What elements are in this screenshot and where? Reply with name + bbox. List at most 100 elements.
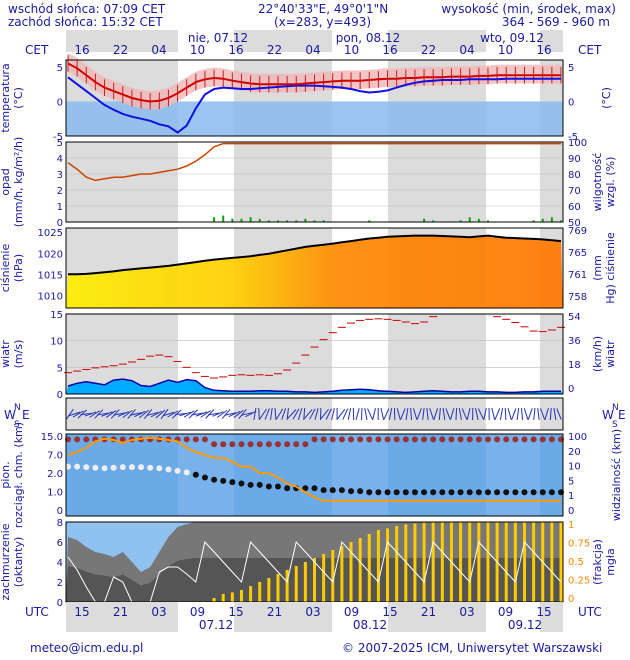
wind-arrow-100 [477, 408, 484, 420]
wind-arrow-38 [221, 409, 231, 419]
wind-arrow-7 [94, 409, 104, 419]
cloud-top-dot-21 [256, 441, 263, 448]
wind-kmh-y2tick-3: 0 [568, 384, 574, 395]
fog-bar-46 [486, 522, 490, 602]
utc-tick-7: 09 [344, 605, 359, 619]
precip-bar-27 [313, 220, 316, 222]
visibility-ylabel: widzialność (km) [610, 429, 623, 521]
wind-arrow-108 [511, 408, 517, 420]
bottom-date-0: 07.12 [199, 618, 233, 632]
fog-bar-22 [267, 578, 271, 602]
utc-tick-12: 15 [536, 605, 551, 619]
utc-tick-8: 15 [382, 605, 397, 619]
temp-y2tick-0: 5 [568, 63, 574, 74]
visibility-y2tick-2: 10 [568, 462, 581, 473]
cloud-base-dot-22 [265, 483, 272, 490]
wind-arrow-46 [258, 407, 260, 421]
precip-ylabel-line2: (mm/h, kg/m²/h) [12, 137, 25, 228]
wind-dir-w-left: W [4, 408, 16, 422]
cloud-base-dot-44 [466, 489, 473, 496]
cloud-base-dot-38 [411, 489, 418, 496]
wind-arrow-77 [383, 408, 390, 420]
temp-y2tick-1: 0 [568, 97, 574, 108]
top-axis-night-3 [540, 30, 563, 52]
cet-tick-7: 10 [344, 43, 359, 57]
cloud-base-dot-18 [229, 479, 236, 486]
cloud-top-dot-18 [229, 441, 236, 448]
precip-panel-frame [65, 141, 564, 223]
cloud-base-dot-7 [128, 464, 135, 471]
wind-arrow-17 [134, 410, 146, 418]
cloud-top-dot-45 [475, 436, 482, 443]
fog-bar-48 [504, 522, 508, 602]
wind-arrow-80 [396, 408, 401, 420]
wind-arrow-78 [388, 408, 393, 420]
clouds-ytick-4: 0 [57, 598, 63, 609]
cloud-top-dot-43 [457, 436, 464, 443]
cet-tick-8: 16 [382, 43, 397, 57]
temp-y2tick-2: -5 [568, 132, 578, 143]
wind-arrow-35 [207, 412, 220, 416]
cloud-top-dot-33 [366, 436, 373, 443]
visibility-y2tick-1: 20 [568, 447, 581, 458]
wind-arrow-97 [466, 408, 471, 420]
visibility-line [67, 436, 561, 502]
fog-bar-44 [468, 522, 472, 602]
cloud-base-dot-20 [247, 481, 254, 488]
cloudbase-ylabel-line1: pion. [0, 461, 12, 488]
cloud-top-dot-34 [375, 436, 382, 443]
contact-email-link[interactable]: meteo@icm.edu.pl [30, 641, 144, 655]
wind-arrow-54 [287, 409, 297, 419]
cloud-base-dot-42 [448, 489, 455, 496]
utc-tick-5: 21 [267, 605, 282, 619]
wind-arrow-50 [274, 407, 277, 421]
visibility-y2tick-5: 0 [568, 506, 574, 517]
wind-arrow-115 [540, 408, 546, 420]
wind-arrow-37 [216, 410, 228, 418]
cloud-base-dot-21 [256, 481, 263, 488]
fog-bar-23 [276, 574, 280, 602]
precip-bar-22 [267, 220, 270, 222]
wind-arrow-32 [195, 411, 208, 417]
cloud-top-dot-20 [247, 441, 254, 448]
fog-bar-38 [413, 523, 417, 602]
utc-tick-6: 03 [305, 605, 320, 619]
wind-ylabel-line2: (m/s) [12, 340, 25, 369]
wind-arrow-9 [101, 411, 113, 417]
precip-panel-night-band-2 [388, 142, 486, 222]
wind-arrow-91 [442, 407, 446, 421]
humidity-ylabel-line1: wilgotność [591, 153, 604, 212]
cloud-base-dot-4 [101, 465, 108, 472]
sunrise-text: wschód słońca: 07:09 CET [8, 2, 166, 16]
cloud-top-dot-37 [402, 436, 409, 443]
pressure-mmhg-y2tick-2: 761 [568, 270, 587, 281]
fog-bar-35 [386, 528, 390, 602]
wind-speed-area [66, 379, 563, 394]
precip-panel-night-band-1 [234, 142, 332, 222]
wind-arrow-21 [150, 410, 162, 418]
cloud-base-dot-13 [183, 469, 190, 476]
pressure-ylabel-line2: (hPa) [12, 254, 25, 282]
utc-tick-11: 09 [498, 605, 513, 619]
wind-arrow-85 [416, 408, 422, 420]
cloud-top-dot-2 [83, 436, 90, 443]
pressure-ylabel-right-line2: Hg) ciśnienie [604, 232, 617, 304]
wind-arrow-53 [286, 407, 289, 421]
cloud-base-dot-26 [302, 485, 309, 492]
clouds-ytick-3: 2 [57, 578, 63, 589]
wind-arrow-33 [200, 410, 211, 418]
precip-ytick-5: 0 [57, 218, 63, 229]
wind-arrow-64 [331, 408, 335, 420]
humidity-y2tick-5: 50 [568, 218, 581, 229]
fog-bar-20 [249, 586, 253, 602]
wind-arrow-12 [113, 412, 126, 416]
cloud-top-dot-52 [539, 436, 546, 443]
fog-bar-51 [532, 522, 536, 602]
wind-ytick-3: 0 [57, 390, 63, 401]
cloud-base-dot-11 [165, 466, 172, 473]
top-date-1: pon, 08.12 [336, 31, 401, 45]
cloud-top-dot-39 [421, 436, 428, 443]
cloud-top-dot-49 [512, 436, 519, 443]
wind-dir-e-left: E [22, 408, 30, 422]
